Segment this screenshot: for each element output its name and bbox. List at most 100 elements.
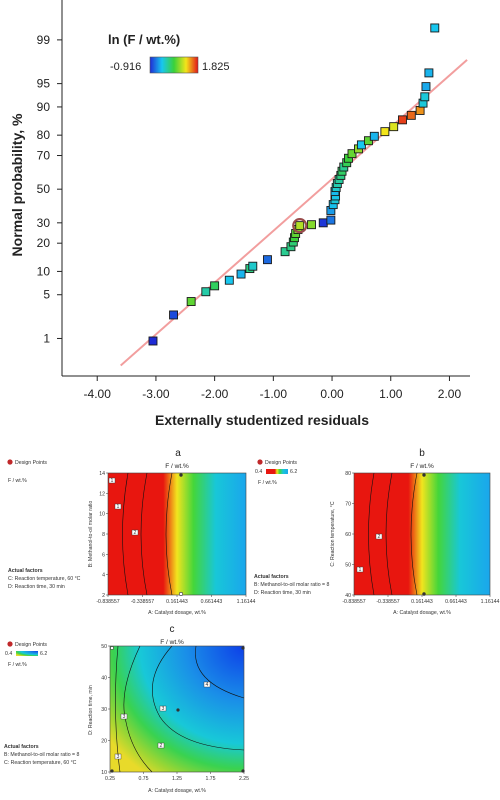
y-tick-label: 5	[43, 288, 50, 302]
data-point	[210, 281, 220, 291]
panel-c-contour	[123, 645, 153, 773]
x-tick-label: -3.00	[142, 387, 170, 401]
panel-a-title: F / wt.%	[165, 463, 189, 470]
contour-label-box	[108, 477, 116, 484]
data-point	[430, 23, 440, 33]
y-tick-label: 30	[101, 707, 107, 713]
y-tick-label: 30	[37, 216, 51, 230]
contour-label-box	[131, 529, 139, 536]
y-tick-label: 1	[43, 331, 50, 345]
fit-line-segment	[120, 59, 468, 367]
y-tick-label: 70	[37, 149, 51, 163]
actual-factor-line: D: Reaction time, 30 min	[8, 584, 65, 590]
legend-color-bar	[16, 651, 38, 656]
legend-max: 6.2	[40, 651, 47, 657]
contour-label-box	[159, 705, 167, 712]
data-point	[380, 127, 390, 137]
y-tick-label: 6	[102, 552, 105, 558]
data-point	[369, 131, 379, 141]
y-tick-label: 20	[37, 236, 51, 250]
y-tick-label: 20	[101, 739, 107, 745]
data-point	[424, 68, 434, 78]
panel-a-y-label: B: Methanol-to-oil molar ratio	[88, 501, 94, 568]
normal-probability-plot: -4.00 -3.00 -2.00 -1.00 0.00 1.00 2.00 1 5 10 20 3…	[9, 0, 470, 428]
panel-c-contour	[152, 645, 245, 751]
panel-c-title: F / wt.%	[160, 639, 184, 646]
x-tick-label: -0.338557	[131, 599, 154, 605]
y-tick-label: 80	[345, 471, 351, 477]
color-scale-min: -0.916	[110, 61, 141, 73]
legend-min: 0.4	[255, 469, 262, 475]
design-points-marker	[7, 459, 13, 465]
x-tick-label: 1.75	[205, 776, 215, 782]
contour-label: 3	[162, 706, 165, 712]
y-tick-label: 60	[345, 532, 351, 538]
design-point	[241, 769, 245, 773]
design-points-label: Design Points	[15, 460, 47, 466]
design-point	[179, 473, 183, 477]
data-point	[295, 221, 305, 231]
y-tick-label: 50	[101, 644, 107, 650]
design-points-label: Design Points	[265, 460, 297, 466]
y-tick-label: 70	[345, 502, 351, 508]
data-point	[169, 310, 178, 320]
design-point	[110, 769, 114, 773]
panel-a-y-ticks: 2 4 6 8 10 12 14	[99, 471, 108, 599]
color-scale-legend: ln (F / wt.%) -0.916 1.825	[108, 32, 230, 74]
y-tick-label: 10	[99, 512, 105, 518]
fit-line	[120, 59, 468, 367]
panel-c-x-label: A: Catalyst dosage, wt.%	[148, 788, 206, 794]
panel-letter-b: b	[419, 448, 425, 459]
panel-a-contour	[122, 472, 129, 596]
panel-c-y-ticks: 10 20 30 40 50	[101, 644, 110, 776]
panel-b-contour	[368, 472, 375, 596]
x-tick-label: -0.838557	[96, 599, 119, 605]
data-point	[389, 122, 399, 132]
panel-b-y-label: C: Reaction temperature, °C	[330, 501, 336, 566]
panel-a-contour	[140, 472, 148, 596]
panel-letter-a: a	[175, 448, 181, 459]
data-point	[420, 92, 430, 102]
color-scale-max: 1.825	[202, 61, 230, 73]
contour-label: 3	[117, 754, 120, 760]
actual-factors-heading: Actual factors	[8, 568, 43, 574]
panel-letter-c: c	[170, 624, 175, 635]
design-point	[422, 473, 426, 477]
design-point	[179, 592, 184, 597]
y-ticks: 1 5 10 20 30 50 70 80 90 95 99	[37, 33, 62, 345]
data-point	[326, 215, 336, 225]
y-tick-label: 40	[345, 593, 351, 599]
design-point	[176, 708, 180, 712]
actual-factor-line: C: Reaction temperature, 60 °C	[8, 576, 81, 582]
y-tick-label: 90	[37, 100, 51, 114]
actual-factor-line: D: Reaction time, 30 min	[254, 590, 311, 596]
actual-factors-heading: Actual factors	[4, 744, 39, 750]
design-points-marker	[257, 459, 263, 465]
x-tick-label: 0.25	[105, 776, 115, 782]
data-point	[201, 287, 211, 297]
panel-a-x-label: A: Catalyst dosage, wt.%	[148, 610, 206, 616]
x-tick-label: 2.00	[438, 387, 462, 401]
panel-b-x-ticks: -0.838557 -0.338557 0.161443 0.661443 1.1614…	[342, 595, 499, 605]
design-point	[110, 646, 114, 650]
y-tick-label: 80	[37, 128, 51, 142]
design-points-marker	[7, 641, 13, 647]
highlighted-point	[292, 218, 308, 234]
data-point	[148, 336, 158, 346]
color-scale-bar	[149, 56, 199, 74]
panel-c-contour	[195, 645, 245, 699]
y-tick-label: 10	[37, 264, 51, 278]
contour-label-box	[203, 681, 211, 688]
panel-b-x-label: A: Catalyst dosage, wt.%	[393, 610, 451, 616]
y-tick-label: 40	[101, 676, 107, 682]
contour-label-box	[114, 503, 122, 510]
actual-factor-line: C: Reaction temperature, 60 °C	[4, 760, 77, 766]
y-tick-label: 10	[101, 770, 107, 776]
contour-label: 3	[123, 714, 126, 720]
legend-variable: F / wt.%	[258, 480, 277, 486]
contour-label-box	[157, 742, 165, 749]
y-tick-label: 50	[345, 563, 351, 569]
design-points-label: Design Points	[15, 642, 47, 648]
data-point	[307, 220, 316, 230]
x-tick-label: 0.661443	[445, 599, 467, 605]
